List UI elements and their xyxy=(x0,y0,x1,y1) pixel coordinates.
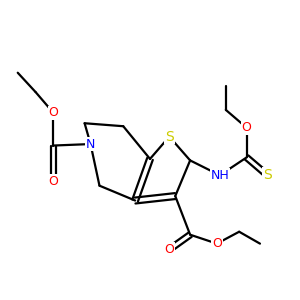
Text: O: O xyxy=(242,121,251,134)
Text: O: O xyxy=(49,175,58,188)
Text: O: O xyxy=(212,237,222,250)
Text: NH: NH xyxy=(211,169,229,182)
Text: O: O xyxy=(49,106,58,119)
Text: O: O xyxy=(164,243,174,256)
Text: N: N xyxy=(86,138,95,151)
Text: S: S xyxy=(263,168,272,182)
Text: S: S xyxy=(165,130,174,144)
